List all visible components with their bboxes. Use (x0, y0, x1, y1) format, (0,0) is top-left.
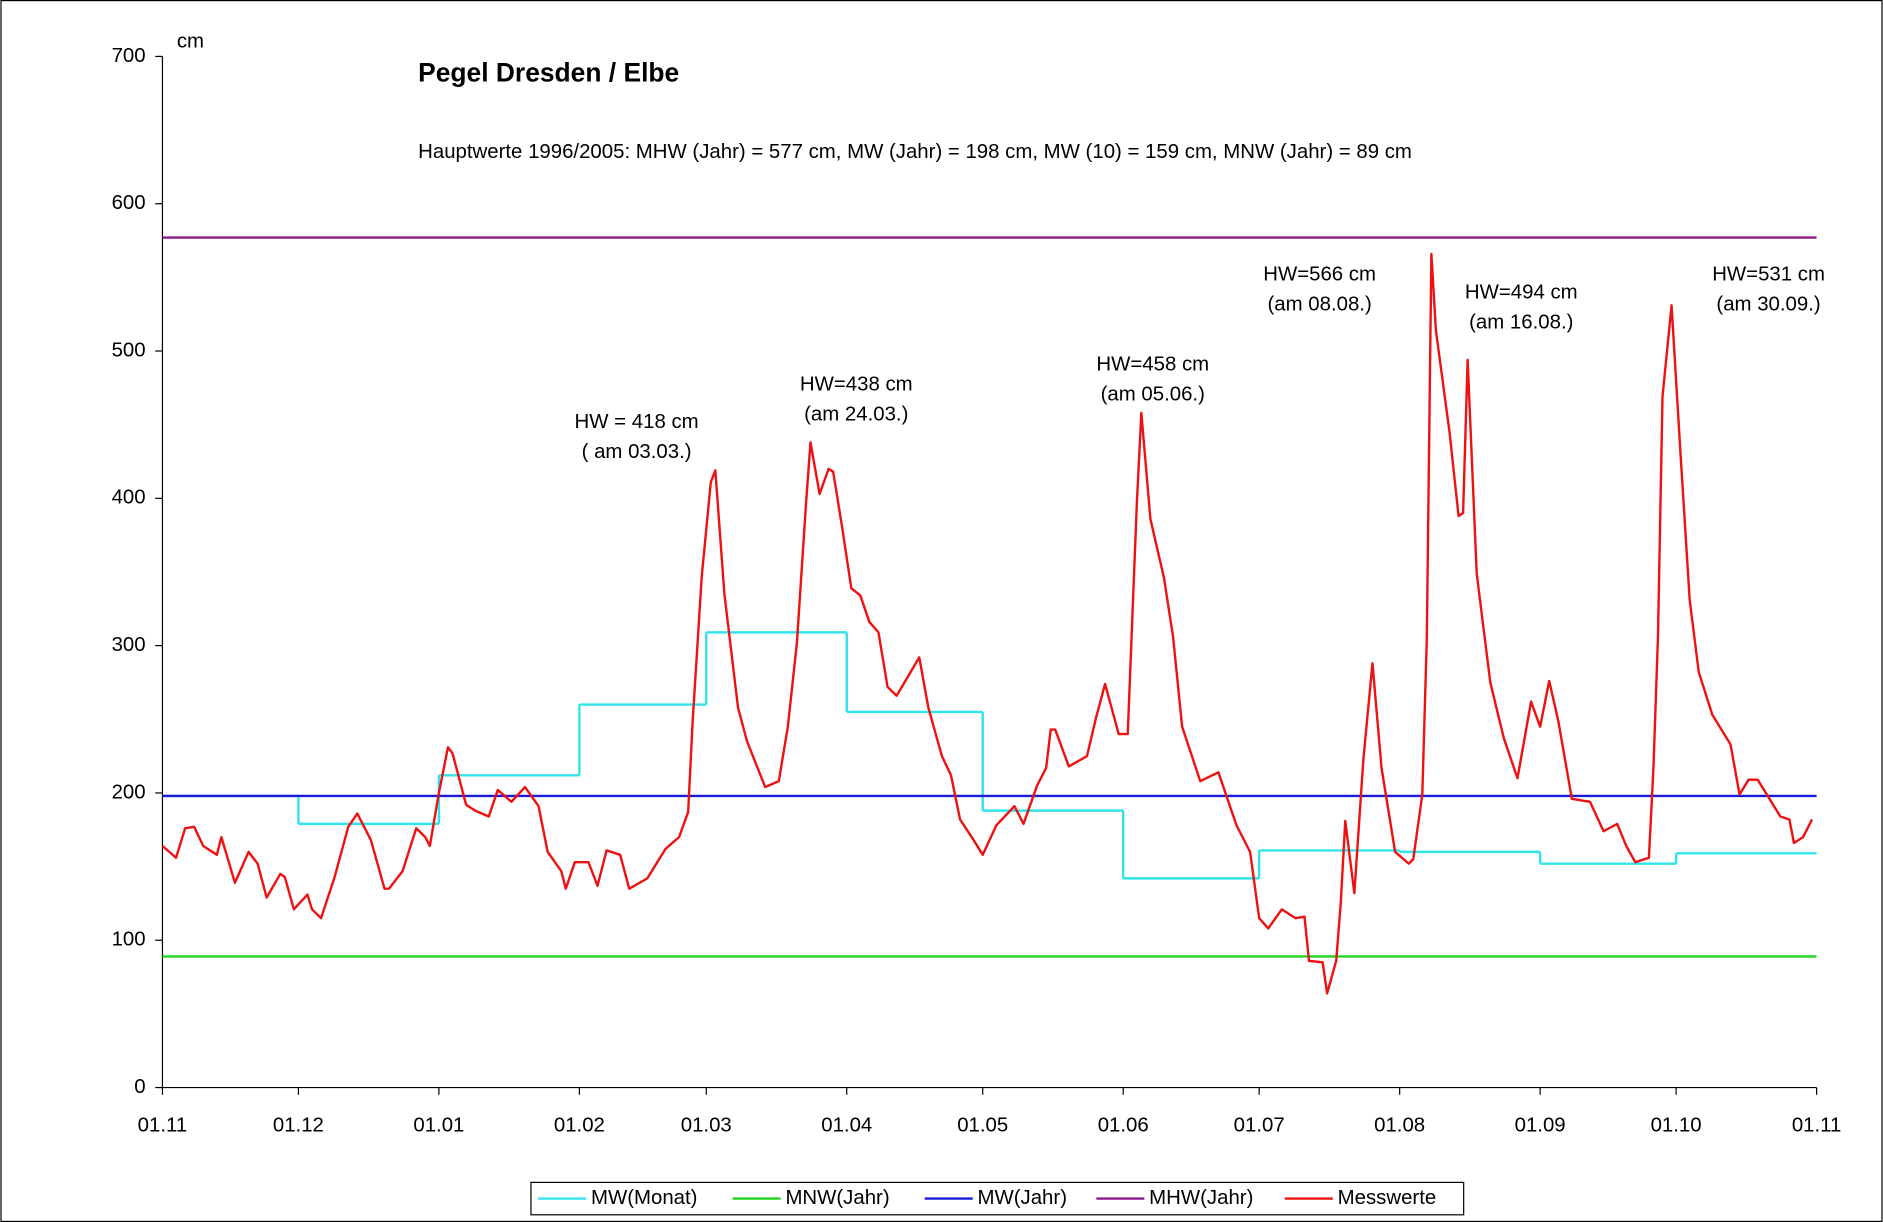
legend-label: MW(Monat) (591, 1187, 697, 1209)
y-tick-label: 0 (134, 1076, 145, 1098)
annotation: HW=531 cm (1712, 263, 1825, 285)
y-tick-label: 400 (112, 487, 146, 509)
legend-label: MW(Jahr) (978, 1187, 1067, 1209)
y-tick-label: 700 (112, 45, 146, 67)
x-tick-label: 01.06 (1098, 1114, 1149, 1136)
x-tick-label: 01.02 (554, 1114, 605, 1136)
annotation: (am 24.03.) (804, 404, 908, 426)
annotation: HW=438 cm (800, 374, 913, 396)
legend-label: Messwerte (1338, 1187, 1437, 1209)
x-tick-label: 01.03 (681, 1114, 732, 1136)
x-tick-label: 01.08 (1374, 1114, 1425, 1136)
annotation: (am 30.09.) (1716, 293, 1820, 315)
chart-title: Pegel Dresden / Elbe (418, 57, 679, 87)
x-tick-label: 01.12 (273, 1114, 324, 1136)
annotation: HW=458 cm (1096, 353, 1209, 375)
annotation: HW = 418 cm (575, 411, 699, 433)
x-tick-label: 01.07 (1234, 1114, 1285, 1136)
annotation: (am 08.08.) (1267, 293, 1371, 315)
chart-subtitle: Hauptwerte 1996/2005: MHW (Jahr) = 577 c… (418, 141, 1412, 163)
x-tick-label: 01.11 (138, 1114, 188, 1136)
x-tick-label: 01.04 (821, 1114, 872, 1136)
data-line (161, 252, 1814, 995)
y-axis-label: cm (177, 30, 204, 52)
x-tick-label: 01.01 (413, 1114, 464, 1136)
x-tick-label: 01.10 (1651, 1114, 1702, 1136)
annotation: HW=494 cm (1465, 281, 1578, 303)
annotation: (am 16.08.) (1469, 311, 1573, 333)
legend-label: MHW(Jahr) (1149, 1187, 1253, 1209)
annotation: (am 05.06.) (1101, 383, 1205, 405)
y-tick-label: 300 (112, 634, 146, 656)
x-tick-label: 01.11 (1792, 1114, 1842, 1136)
x-tick-label: 01.05 (957, 1114, 1008, 1136)
y-tick-label: 500 (112, 339, 146, 361)
x-tick-label: 01.09 (1515, 1114, 1566, 1136)
y-tick-label: 100 (112, 929, 146, 951)
y-tick-label: 600 (112, 192, 146, 214)
legend-label: MNW(Jahr) (785, 1187, 889, 1209)
annotation: ( am 03.03.) (582, 441, 692, 463)
y-tick-label: 200 (112, 781, 146, 803)
annotation: HW=566 cm (1263, 263, 1376, 285)
